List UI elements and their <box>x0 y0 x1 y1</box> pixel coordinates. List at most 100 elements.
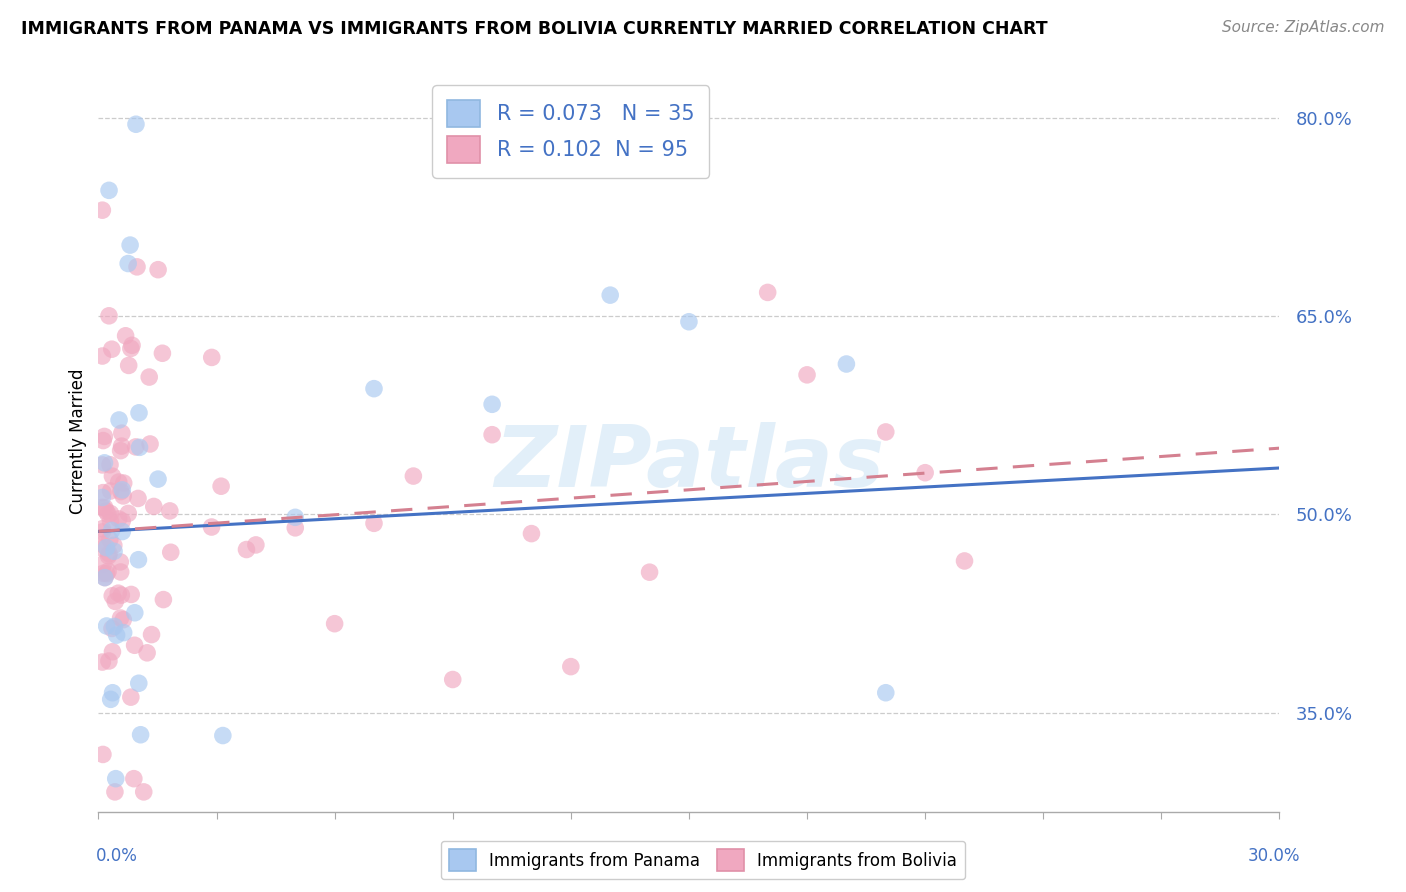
Point <box>100 692 122 706</box>
Point <box>103 544 125 558</box>
Point <box>93 557 115 571</box>
Point <box>112 489 135 503</box>
Point <box>284 521 307 535</box>
Point <box>124 606 146 620</box>
Point <box>139 437 162 451</box>
Point <box>91 747 114 762</box>
Point <box>363 516 385 531</box>
Point <box>201 351 224 365</box>
Point <box>100 524 122 538</box>
Point <box>146 262 169 277</box>
Point <box>94 504 117 518</box>
Text: IMMIGRANTS FROM PANAMA VS IMMIGRANTS FROM BOLIVIA CURRENTLY MARRIED CORRELATION : IMMIGRANTS FROM PANAMA VS IMMIGRANTS FRO… <box>21 20 1047 37</box>
Point <box>100 514 122 528</box>
Point <box>91 537 114 551</box>
Point <box>97 565 120 579</box>
Point <box>91 566 114 581</box>
Point <box>117 256 139 270</box>
Point <box>97 549 120 563</box>
Point <box>101 645 124 659</box>
Point <box>245 538 267 552</box>
Point <box>835 357 858 371</box>
Point <box>111 426 134 441</box>
Point <box>520 526 543 541</box>
Point <box>323 616 346 631</box>
Point <box>101 589 124 603</box>
Point <box>111 483 134 497</box>
Point <box>110 565 132 579</box>
Point <box>110 484 132 499</box>
Point <box>914 466 936 480</box>
Point <box>104 594 127 608</box>
Point <box>101 342 124 356</box>
Point <box>91 522 114 536</box>
Point <box>599 288 621 302</box>
Point <box>124 638 146 652</box>
Point <box>97 654 120 668</box>
Point <box>112 613 135 627</box>
Point <box>481 397 503 411</box>
Point <box>93 456 115 470</box>
Point <box>100 507 122 521</box>
Point <box>678 315 700 329</box>
Point <box>98 183 121 197</box>
Point <box>91 458 114 472</box>
Point <box>146 472 169 486</box>
Point <box>756 285 779 300</box>
Point <box>402 469 425 483</box>
Point <box>875 425 897 439</box>
Point <box>796 368 818 382</box>
Point <box>138 370 160 384</box>
Point <box>127 491 149 506</box>
Point <box>112 476 135 491</box>
Point <box>120 690 142 705</box>
Text: Source: ZipAtlas.com: Source: ZipAtlas.com <box>1222 20 1385 35</box>
Point <box>101 469 124 483</box>
Point <box>91 500 114 515</box>
Point <box>441 673 464 687</box>
Point <box>152 592 174 607</box>
Point <box>104 785 127 799</box>
Y-axis label: Currently Married: Currently Married <box>69 368 87 515</box>
Point <box>91 434 114 448</box>
Point <box>101 622 124 636</box>
Point <box>363 382 385 396</box>
Point <box>91 349 114 363</box>
Point <box>94 571 117 585</box>
Point <box>120 342 142 356</box>
Point <box>235 542 257 557</box>
Point <box>125 117 148 131</box>
Point <box>103 538 125 552</box>
Point <box>209 479 232 493</box>
Point <box>121 338 143 352</box>
Point <box>111 524 134 539</box>
Text: 0.0%: 0.0% <box>96 847 138 865</box>
Point <box>91 655 114 669</box>
Point <box>128 676 150 690</box>
Point <box>141 627 163 641</box>
Point <box>110 439 132 453</box>
Point <box>875 686 897 700</box>
Point <box>953 554 976 568</box>
Point <box>127 552 149 566</box>
Point <box>122 772 145 786</box>
Point <box>128 441 150 455</box>
Point <box>152 346 174 360</box>
Point <box>96 619 118 633</box>
Point <box>110 611 132 625</box>
Point <box>101 686 124 700</box>
Point <box>98 309 121 323</box>
Point <box>200 520 222 534</box>
Point <box>159 545 181 559</box>
Point <box>125 440 148 454</box>
Point <box>104 772 127 786</box>
Point <box>125 260 148 274</box>
Text: ZIPatlas: ZIPatlas <box>494 422 884 505</box>
Point <box>129 728 152 742</box>
Point <box>96 566 118 581</box>
Point <box>91 524 114 539</box>
Point <box>481 427 503 442</box>
Point <box>136 646 159 660</box>
Point <box>103 619 125 633</box>
Point <box>112 625 135 640</box>
